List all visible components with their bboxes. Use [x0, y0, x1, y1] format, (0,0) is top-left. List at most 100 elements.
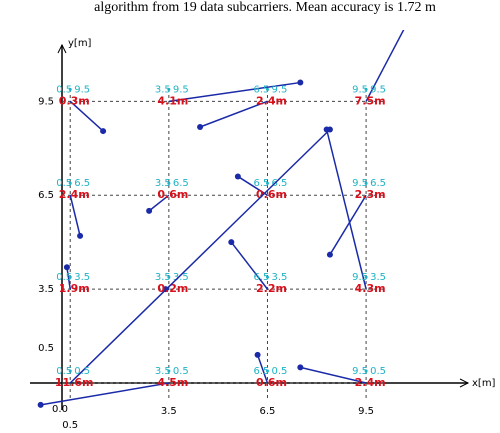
- error-line: [69, 128, 331, 384]
- point-y-label: 9.5: [173, 84, 189, 95]
- point-y-label: 0.5: [173, 366, 189, 377]
- point-x-label: 6.5: [254, 178, 270, 189]
- error-line: [40, 382, 169, 406]
- estimate-point: [100, 128, 107, 135]
- y-tick-label: 3.5: [38, 284, 54, 295]
- point-x-label: 3.5: [155, 84, 171, 95]
- origin-label: 0.0: [52, 404, 68, 415]
- point-y-label: 9.5: [74, 84, 90, 95]
- estimate-point: [197, 123, 204, 130]
- true-point: [68, 181, 72, 185]
- point-y-label: 0.5: [370, 366, 386, 377]
- true-point: [167, 87, 171, 91]
- error-line: [300, 366, 367, 384]
- error-line: [237, 175, 268, 196]
- error-line: [168, 81, 301, 103]
- x-tick-label: 0.5: [62, 420, 78, 431]
- estimate-point: [37, 401, 44, 408]
- point-x-label: 9.5: [352, 178, 368, 189]
- point-x-label: 9.5: [352, 84, 368, 95]
- true-point: [265, 275, 269, 279]
- y-tick-label: 6.5: [38, 190, 54, 201]
- error-label: 11.6m: [55, 376, 94, 389]
- point-x-label: 6.5: [254, 366, 270, 377]
- point-y-label: 6.5: [370, 178, 386, 189]
- error-line: [230, 241, 269, 290]
- error-label: 0.2m: [157, 282, 188, 295]
- point-y-label: 0.5: [272, 366, 288, 377]
- error-label: 4.1m: [157, 94, 188, 107]
- error-line: [365, 30, 405, 102]
- point-y-label: 3.5: [173, 272, 189, 283]
- estimate-point: [254, 351, 261, 358]
- error-label: 2.4m: [355, 376, 386, 389]
- point-y-label: 3.5: [370, 272, 386, 283]
- estimate-point: [297, 364, 304, 371]
- point-y-label: 9.5: [272, 84, 288, 95]
- error-line: [256, 354, 269, 384]
- error-label: 0.3m: [59, 94, 90, 107]
- error-line: [66, 267, 71, 290]
- error-line: [69, 195, 81, 237]
- true-point: [167, 275, 171, 279]
- error-label: 7.5m: [355, 94, 386, 107]
- true-point: [364, 87, 368, 91]
- error-label: 2.3m: [355, 188, 386, 201]
- x-tick-label: 6.5: [260, 406, 276, 417]
- point-x-label: 0.5: [56, 178, 72, 189]
- point-x-label: 0.5: [56, 84, 72, 95]
- true-point: [364, 181, 368, 185]
- point-x-label: 3.5: [155, 178, 171, 189]
- point-y-label: 0.5: [74, 366, 90, 377]
- point-x-label: 9.5: [352, 272, 368, 283]
- true-point: [364, 275, 368, 279]
- point-x-label: 9.5: [352, 366, 368, 377]
- true-point: [265, 87, 269, 91]
- y-axis-label: y[m]: [68, 38, 92, 49]
- true-point: [167, 181, 171, 185]
- chart-title: algorithm from 19 data subcarriers. Mean…: [94, 0, 436, 15]
- estimate-point: [77, 232, 84, 239]
- point-x-label: 6.5: [254, 272, 270, 283]
- point-y-label: 6.5: [74, 178, 90, 189]
- error-label: 4.5m: [157, 376, 188, 389]
- estimate-point: [326, 126, 333, 133]
- y-tick-label: 0.5: [38, 343, 54, 354]
- estimate-point: [297, 79, 304, 86]
- estimate-point: [326, 251, 333, 258]
- x-tick-label: 9.5: [358, 406, 374, 417]
- error-label: 2.2m: [256, 282, 287, 295]
- point-x-label: 6.5: [254, 84, 270, 95]
- point-y-label: 3.5: [272, 272, 288, 283]
- point-x-label: 3.5: [155, 272, 171, 283]
- point-y-label: 3.5: [74, 272, 90, 283]
- true-point: [265, 369, 269, 373]
- point-x-label: 0.5: [56, 272, 72, 283]
- true-point: [265, 181, 269, 185]
- error-label: 0.6m: [256, 376, 287, 389]
- estimate-point: [63, 264, 70, 271]
- x-axis-label: x[m]: [472, 378, 496, 389]
- point-y-label: 6.5: [272, 178, 288, 189]
- point-x-label: 3.5: [155, 366, 171, 377]
- error-line: [325, 129, 367, 290]
- error-line: [199, 100, 268, 128]
- true-point: [68, 87, 72, 91]
- estimate-point: [228, 239, 235, 246]
- point-x-label: 0.5: [56, 366, 72, 377]
- error-line: [69, 100, 104, 132]
- y-tick-label: 9.5: [38, 96, 54, 107]
- error-label: 2.4m: [59, 188, 90, 201]
- estimate-point: [234, 173, 241, 180]
- true-point: [364, 369, 368, 373]
- error-line: [329, 194, 367, 256]
- true-point: [68, 275, 72, 279]
- error-label: 0.6m: [256, 188, 287, 201]
- error-label: 2.4m: [256, 94, 287, 107]
- estimate-point: [146, 207, 153, 214]
- error-line: [148, 194, 170, 212]
- point-y-label: 6.5: [173, 178, 189, 189]
- y-axis-arrow: [57, 43, 67, 54]
- true-point: [167, 369, 171, 373]
